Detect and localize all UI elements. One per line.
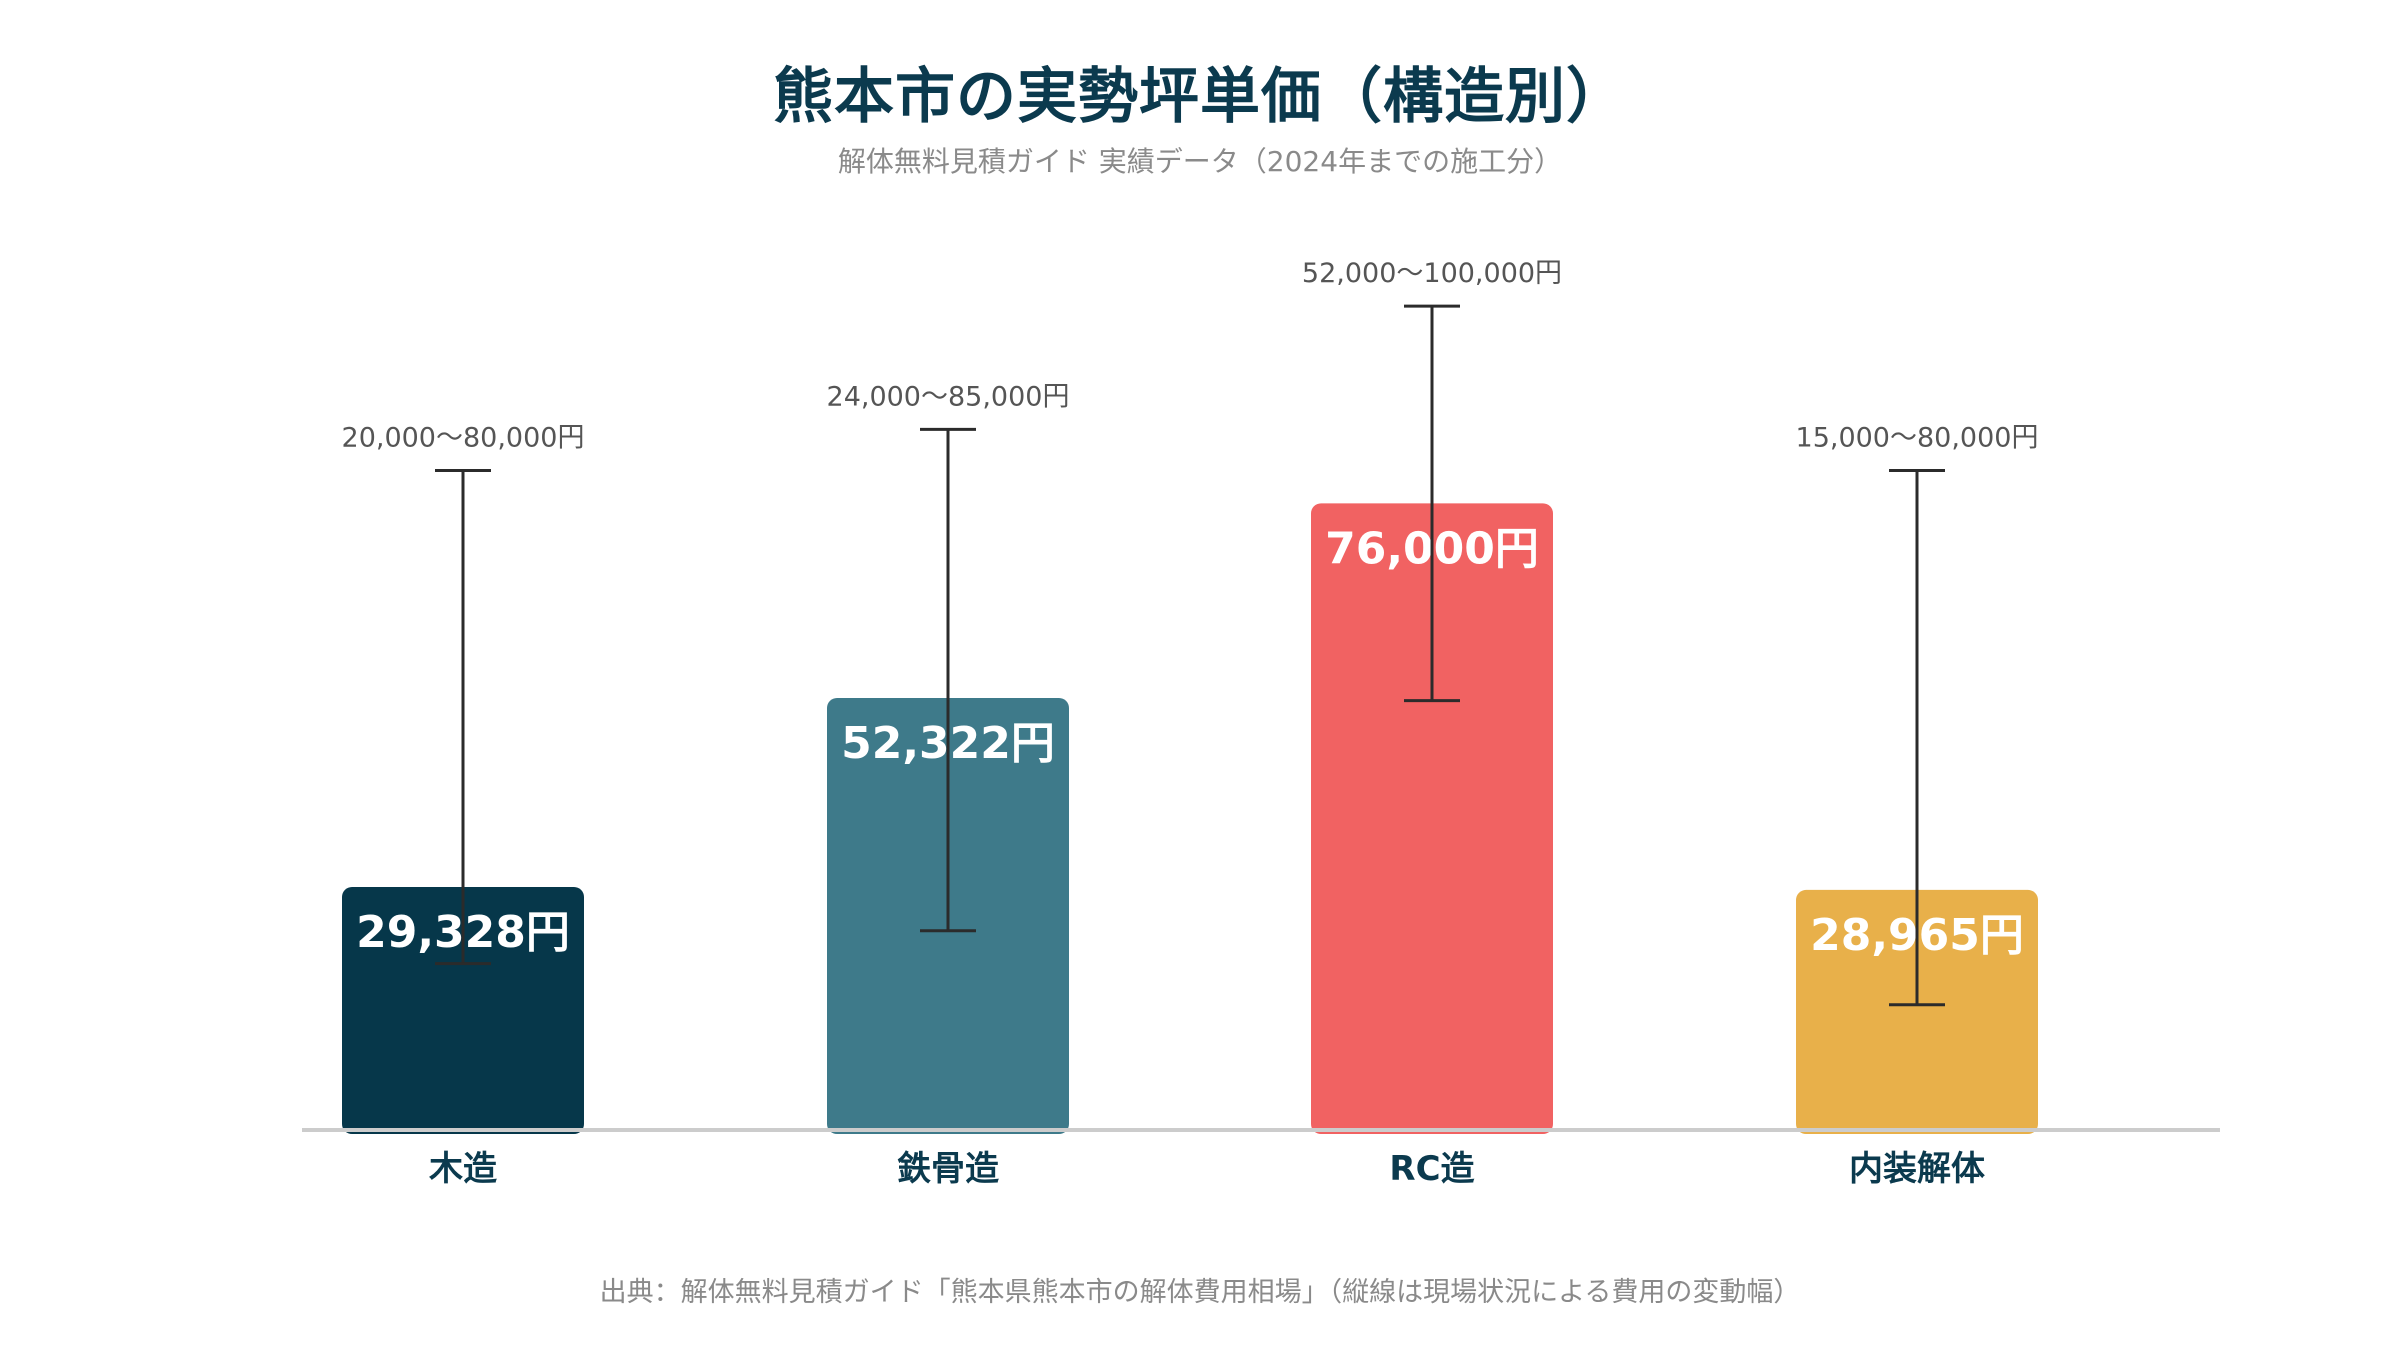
- source-note: 出典：解体無料見積ガイド「熊本県熊本市の解体費用相場」（縦線は現場状況による費用…: [599, 1277, 1801, 1308]
- range-label-2: 24,000〜85,000円: [827, 381, 1070, 412]
- bar-3: [1311, 503, 1553, 1134]
- bar-4: [1796, 889, 2038, 1134]
- category-label-2: 鉄骨造: [897, 1149, 999, 1189]
- category-label-4: 内装解体: [1849, 1149, 1985, 1189]
- chart-title: 熊本市の実勢坪単価（構造別）: [773, 62, 1627, 132]
- category-label-1: 木造: [428, 1149, 497, 1189]
- category-label-3: RC造: [1389, 1149, 1474, 1189]
- range-label-4: 15,000〜80,000円: [1796, 422, 2039, 453]
- range-label-3: 52,000〜100,000円: [1302, 258, 1562, 289]
- bar-1: [342, 886, 584, 1134]
- range-label-1: 20,000〜80,000円: [342, 422, 585, 453]
- chart-subtitle: 解体無料見積ガイド 実績データ（2024年までの施工分）: [837, 145, 1563, 178]
